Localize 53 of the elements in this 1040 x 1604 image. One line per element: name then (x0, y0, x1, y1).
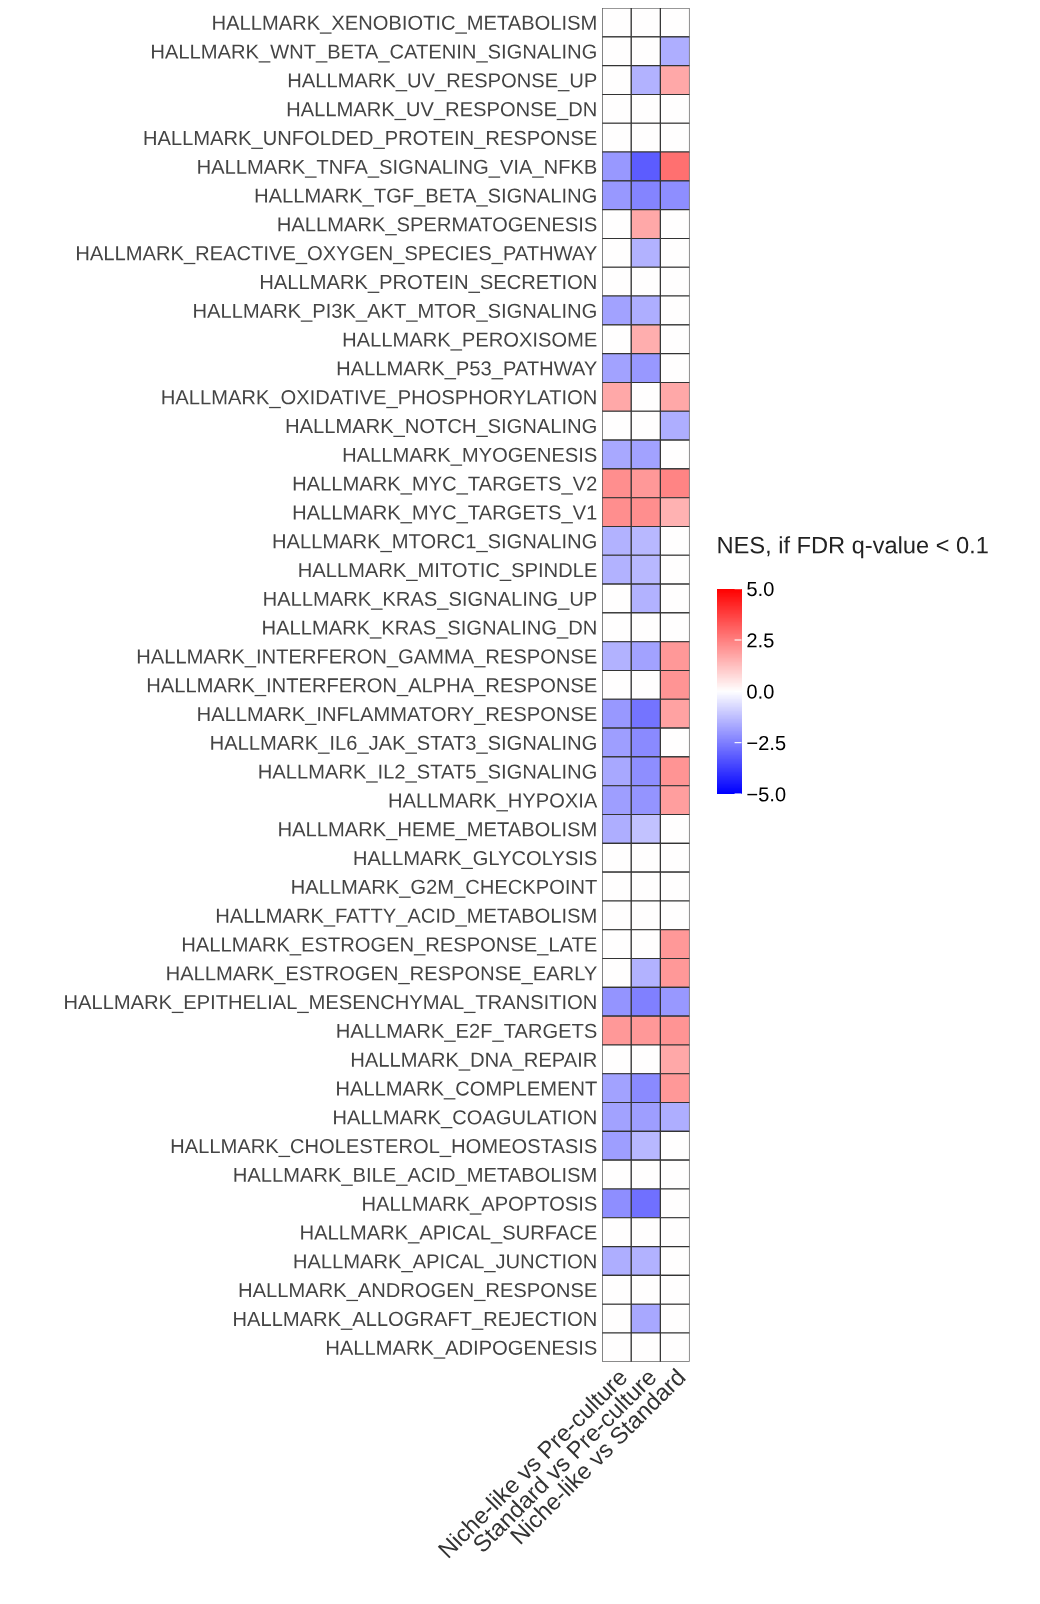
y-tick-label: HALLMARK_G2M_CHECKPOINT (292, 879, 597, 898)
y-tick-label: HALLMARK_ESTROGEN_RESPONSE_EARLY (167, 966, 597, 985)
y-tick-label: HALLMARK_APICAL_SURFACE (301, 1225, 597, 1244)
y-tick-label: HALLMARK_P53_PATHWAY (337, 361, 597, 380)
y-tick-label: HALLMARK_TNFA_SIGNALING_VIA_NFKB (198, 159, 597, 178)
y-tick-label: HALLMARK_HEME_METABOLISM (279, 822, 596, 841)
y-tick-label: HALLMARK_MYC_TARGETS_V2 (293, 476, 597, 495)
y-tick-label: HALLMARK_EPITHELIAL_MESENCHYMAL_TRANSITION (65, 994, 596, 1014)
y-tick-label: HALLMARK_KRAS_SIGNALING_DN (263, 620, 596, 639)
color-bar-label: 5.0 (747, 581, 774, 597)
y-tick-label: HALLMARK_HYPOXIA (389, 793, 598, 812)
y-tick-label: HALLMARK_UNFOLDED_PROTEIN_RESPONSE (144, 130, 597, 149)
y-tick-label: HALLMARK_ADIPOGENESIS (326, 1340, 597, 1359)
y-tick-label: HALLMARK_KRAS_SIGNALING_UP (264, 591, 597, 610)
y-tick-label: HALLMARK_OXIDATIVE_PHOSPHORYLATION (162, 390, 596, 409)
y-tick-label: HALLMARK_GLYCOLYSIS (354, 850, 597, 870)
y-tick-label: HALLMARK_INTERFERON_ALPHA_RESPONSE (147, 678, 597, 697)
y-tick-label: HALLMARK_PROTEIN_SECRETION (260, 274, 596, 293)
y-tick-label: HALLMARK_UV_RESPONSE_UP (288, 73, 597, 92)
y-tick-label: HALLMARK_INFLAMMATORY_RESPONSE (198, 706, 597, 726)
y-tick-label: HALLMARK_TGF_BETA_SIGNALING (255, 188, 596, 207)
y-tick-label: HALLMARK_CHOLESTEROL_HOMEOSTASIS (171, 1139, 597, 1158)
y-tick-label: HALLMARK_E2F_TARGETS (337, 1023, 597, 1042)
y-tick-label: HALLMARK_MYOGENESIS (343, 447, 597, 466)
y-tick-label: HALLMARK_XENOBIOTIC_METABOLISM (213, 15, 596, 34)
color-bar-title: NES, if FDR q-value < 0.1 (718, 536, 988, 559)
y-tick-label: HALLMARK_DNA_REPAIR (351, 1052, 597, 1071)
y-tick-label: HALLMARK_PI3K_AKT_MTOR_SIGNALING (194, 303, 596, 322)
y-tick-label: HALLMARK_COAGULATION (334, 1110, 596, 1129)
y-tick-label: HALLMARK_PEROXISOME (343, 332, 597, 351)
y-tick-label: HALLMARK_MTORC1_SIGNALING (273, 534, 596, 553)
y-tick-label: HALLMARK_IL6_JAK_STAT3_SIGNALING (211, 735, 596, 754)
y-tick-label: HALLMARK_UV_RESPONSE_DN (287, 102, 596, 121)
y-tick-label: HALLMARK_FATTY_ACID_METABOLISM (216, 908, 596, 927)
color-bar-label: 2.5 (747, 633, 774, 648)
y-tick-label: HALLMARK_ESTROGEN_RESPONSE_LATE (182, 937, 597, 956)
y-tick-label: HALLMARK_BILE_ACID_METABOLISM (234, 1167, 596, 1186)
color-bar-label: −2.5 (747, 735, 786, 751)
y-tick-label: HALLMARK_MITOTIC_SPINDLE (299, 562, 597, 581)
y-tick-label: HALLMARK_APOPTOSIS (363, 1196, 597, 1215)
y-tick-label: HALLMARK_INTERFERON_GAMMA_RESPONSE (137, 649, 597, 668)
y-tick-label: HALLMARK_ANDROGEN_RESPONSE (239, 1283, 597, 1302)
y-tick-label: HALLMARK_SPERMATOGENESIS (278, 217, 597, 236)
y-tick-label: HALLMARK_WNT_BETA_CATENIN_SIGNALING (152, 44, 596, 63)
y-tick-label: HALLMARK_ALLOGRAFT_REJECTION (234, 1311, 596, 1330)
y-tick-label: HALLMARK_IL2_STAT5_SIGNALING (259, 764, 596, 783)
color-bar-label: −5.0 (747, 787, 786, 802)
y-tick-label: HALLMARK_COMPLEMENT (337, 1081, 597, 1100)
y-tick-label: HALLMARK_NOTCH_SIGNALING (286, 418, 596, 437)
color-bar-label: 0.0 (747, 684, 774, 699)
y-tick-label: HALLMARK_APICAL_JUNCTION (294, 1254, 596, 1273)
y-tick-label: HALLMARK_MYC_TARGETS_V1 (293, 505, 597, 524)
y-tick-label: HALLMARK_REACTIVE_OXYGEN_SPECIES_PATHWAY (77, 246, 597, 265)
